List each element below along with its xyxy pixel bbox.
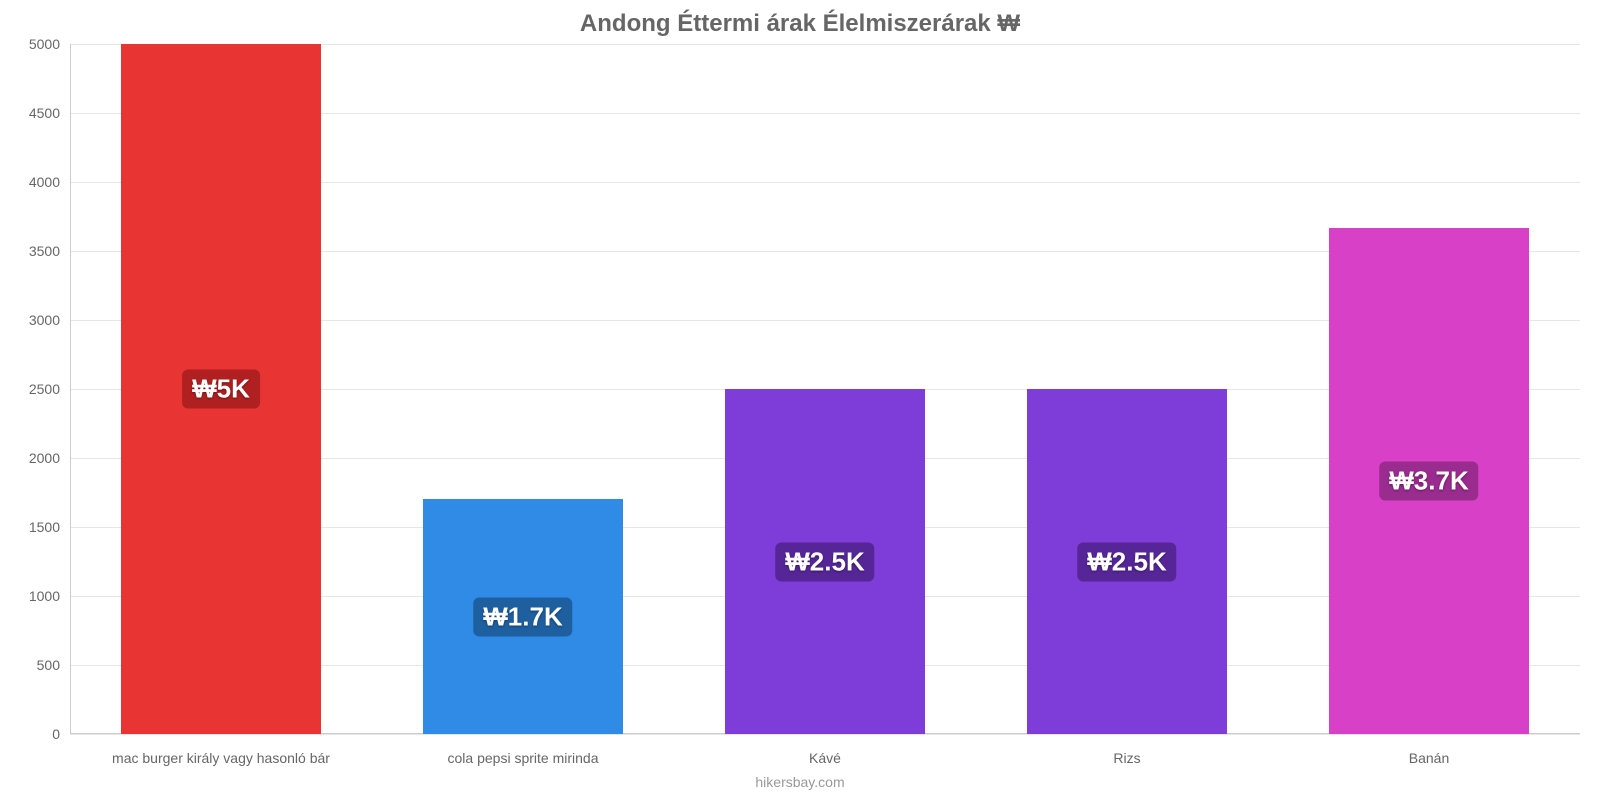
bar-slot: ₩2.5K [674,44,976,734]
bar-value-label: ₩2.5K [1077,542,1176,581]
y-tick-label: 4000 [29,174,60,190]
y-tick-label: 500 [37,657,60,673]
plot-region: ₩5K ₩1.7K ₩2.5K ₩2.5K ₩3.7K [70,44,1580,734]
bar-slot: ₩2.5K [976,44,1278,734]
bar-value-label: ₩3.7K [1379,461,1478,500]
x-tick-label: Rizs [976,744,1278,766]
y-tick-label: 5000 [29,36,60,52]
bar-slot: ₩1.7K [372,44,674,734]
bar-value-label: ₩1.7K [473,597,572,636]
x-tick-label: cola pepsi sprite mirinda [372,744,674,766]
bar-chart: Andong Éttermi árak Élelmiszerárak ₩ 0 50… [0,0,1600,800]
bar-value-label: ₩5K [182,370,260,409]
x-axis-labels: mac burger király vagy hasonló bárcola p… [70,744,1580,766]
bars-area: ₩5K ₩1.7K ₩2.5K ₩2.5K ₩3.7K [70,44,1580,734]
y-tick-label: 2000 [29,450,60,466]
x-tick-label: mac burger király vagy hasonló bár [70,744,372,766]
y-tick-label: 1000 [29,588,60,604]
y-tick-label: 4500 [29,105,60,121]
bar-slot: ₩3.7K [1278,44,1580,734]
y-axis: 0500100015002000250030003500400045005000 [0,44,70,734]
bar-slot: ₩5K [70,44,372,734]
x-tick-label: Kávé [674,744,976,766]
y-tick-label: 3000 [29,312,60,328]
footer-attribution: hikersbay.com [0,774,1600,790]
y-tick-label: 0 [52,726,60,742]
bar-value-label: ₩2.5K [775,542,874,581]
y-tick-label: 2500 [29,381,60,397]
chart-title: Andong Éttermi árak Élelmiszerárak ₩ [0,10,1600,38]
y-tick-label: 1500 [29,519,60,535]
gridline [70,734,1580,735]
x-tick-label: Banán [1278,744,1580,766]
y-tick-label: 3500 [29,243,60,259]
